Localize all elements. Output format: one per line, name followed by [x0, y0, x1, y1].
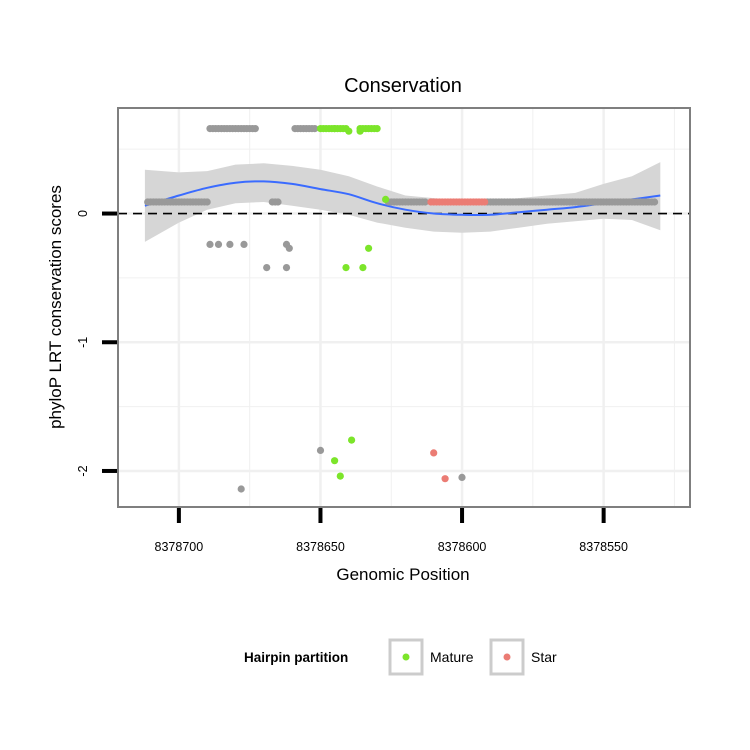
y-tick-label: 0 [76, 210, 90, 217]
legend: Hairpin partition Mature Star [244, 638, 557, 676]
point-mature [331, 457, 339, 465]
point-mature [331, 125, 339, 133]
chart-title: Conservation [344, 75, 462, 97]
point-mature [359, 264, 367, 272]
point-other [316, 446, 325, 454]
legend-title: Hairpin partition [244, 650, 348, 665]
point-other [421, 198, 429, 206]
point-other [285, 244, 293, 252]
x-axis: 8378700 8378650 8378600 8378550 [155, 508, 628, 554]
legend-item-star: Star [489, 638, 557, 676]
legend-label-star: Star [531, 649, 557, 665]
legend-item-mature: Mature [388, 638, 474, 676]
x-tick-label: 8378550 [579, 540, 628, 554]
point-other [458, 473, 466, 481]
point-other [274, 198, 282, 206]
x-axis-title: Genomic Position [336, 565, 469, 584]
point-mature [356, 127, 364, 135]
y-axis: 0 -1 -2 [76, 210, 117, 477]
y-axis-title: phyloP LRT conservation scores [46, 185, 65, 429]
point-other [651, 198, 659, 206]
point-mature [365, 244, 373, 252]
legend-dot-star [503, 653, 511, 661]
smoothing-line [144, 180, 661, 217]
point-other [206, 240, 214, 248]
plot-panel [117, 107, 691, 508]
point-other [203, 198, 211, 206]
point-star [430, 449, 438, 457]
legend-label-mature: Mature [430, 649, 474, 665]
point-other [251, 125, 259, 133]
point-mature [382, 195, 390, 203]
point-mature [345, 127, 353, 135]
point-other [282, 264, 291, 272]
point-other [240, 240, 248, 248]
y-tick-label: -2 [76, 465, 90, 476]
y-tick-label: -1 [76, 337, 90, 348]
x-tick-label: 8378700 [155, 540, 204, 554]
panel-border [117, 107, 691, 508]
point-star [481, 198, 489, 206]
data-points [144, 125, 659, 493]
point-mature [373, 125, 381, 133]
point-other [214, 240, 223, 248]
x-tick-label: 8378650 [296, 540, 345, 554]
point-mature [348, 436, 356, 444]
legend-dot-mature [402, 653, 410, 661]
point-other [263, 264, 271, 272]
point-mature [342, 264, 350, 272]
point-other [237, 485, 245, 493]
point-other [226, 240, 234, 248]
point-other [311, 125, 319, 133]
x-tick-label: 8378600 [438, 540, 487, 554]
point-mature [336, 472, 344, 480]
point-star [441, 475, 449, 483]
